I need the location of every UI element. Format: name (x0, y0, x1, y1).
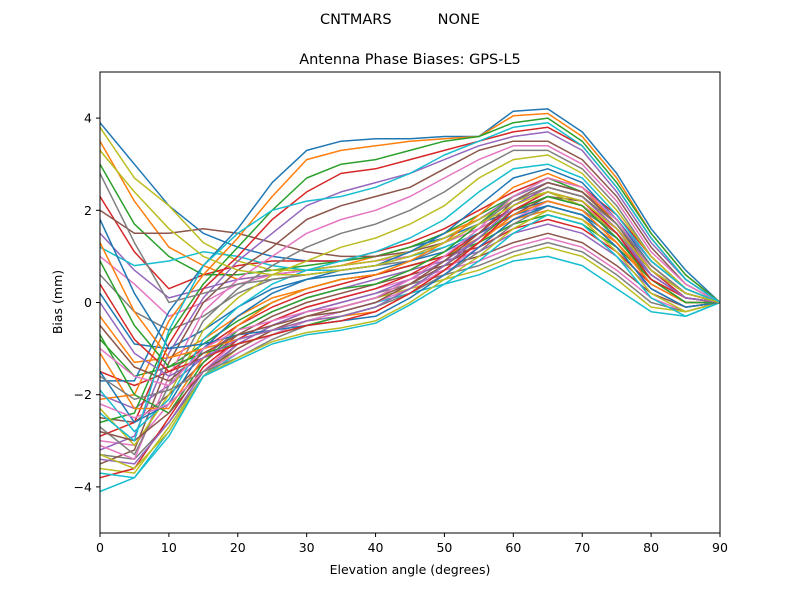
x-tick-label: 0 (96, 540, 104, 555)
x-tick-label: 10 (161, 540, 177, 555)
series-line-s26 (99, 140, 721, 465)
chart-title: Antenna Phase Biases: GPS-L5 (299, 52, 521, 68)
x-tick-label: 80 (643, 540, 659, 555)
y-tick-label: −2 (74, 387, 92, 402)
series-line-s27 (99, 145, 721, 460)
series-line-s23 (99, 117, 721, 424)
series-lines (99, 108, 721, 493)
series-line-s28 (99, 149, 721, 456)
x-tick-label: 50 (436, 540, 452, 555)
y-axis: −4 −2 0 2 4 (74, 111, 100, 494)
y-tick-label: 2 (84, 203, 92, 218)
x-axis: 0 10 20 30 40 50 60 70 80 90 (96, 533, 728, 555)
series-line-s09 (99, 126, 721, 304)
x-axis-label: Elevation angle (degrees) (330, 562, 491, 577)
series-line-s41 (99, 204, 721, 350)
series-line-s22 (99, 112, 721, 401)
y-axis-label: Bias (mm) (50, 270, 65, 334)
y-tick-label: 0 (84, 295, 92, 310)
x-tick-label: 30 (299, 540, 315, 555)
y-tick-label: −4 (74, 479, 92, 494)
x-tick-label: 40 (368, 540, 384, 555)
series-line-s40 (99, 214, 721, 479)
y-tick-label: 4 (84, 111, 92, 126)
series-line-s50 (99, 121, 721, 442)
series-line-s30 (99, 163, 721, 433)
x-tick-label: 20 (230, 540, 246, 555)
x-tick-label: 90 (712, 540, 728, 555)
series-line-s47 (99, 177, 721, 387)
x-tick-label: 70 (574, 540, 590, 555)
series-line-s29 (99, 154, 721, 447)
x-tick-label: 60 (505, 540, 521, 555)
figure-suptitle: CNTMARS NONE (320, 12, 480, 28)
series-line-s49 (99, 149, 721, 304)
